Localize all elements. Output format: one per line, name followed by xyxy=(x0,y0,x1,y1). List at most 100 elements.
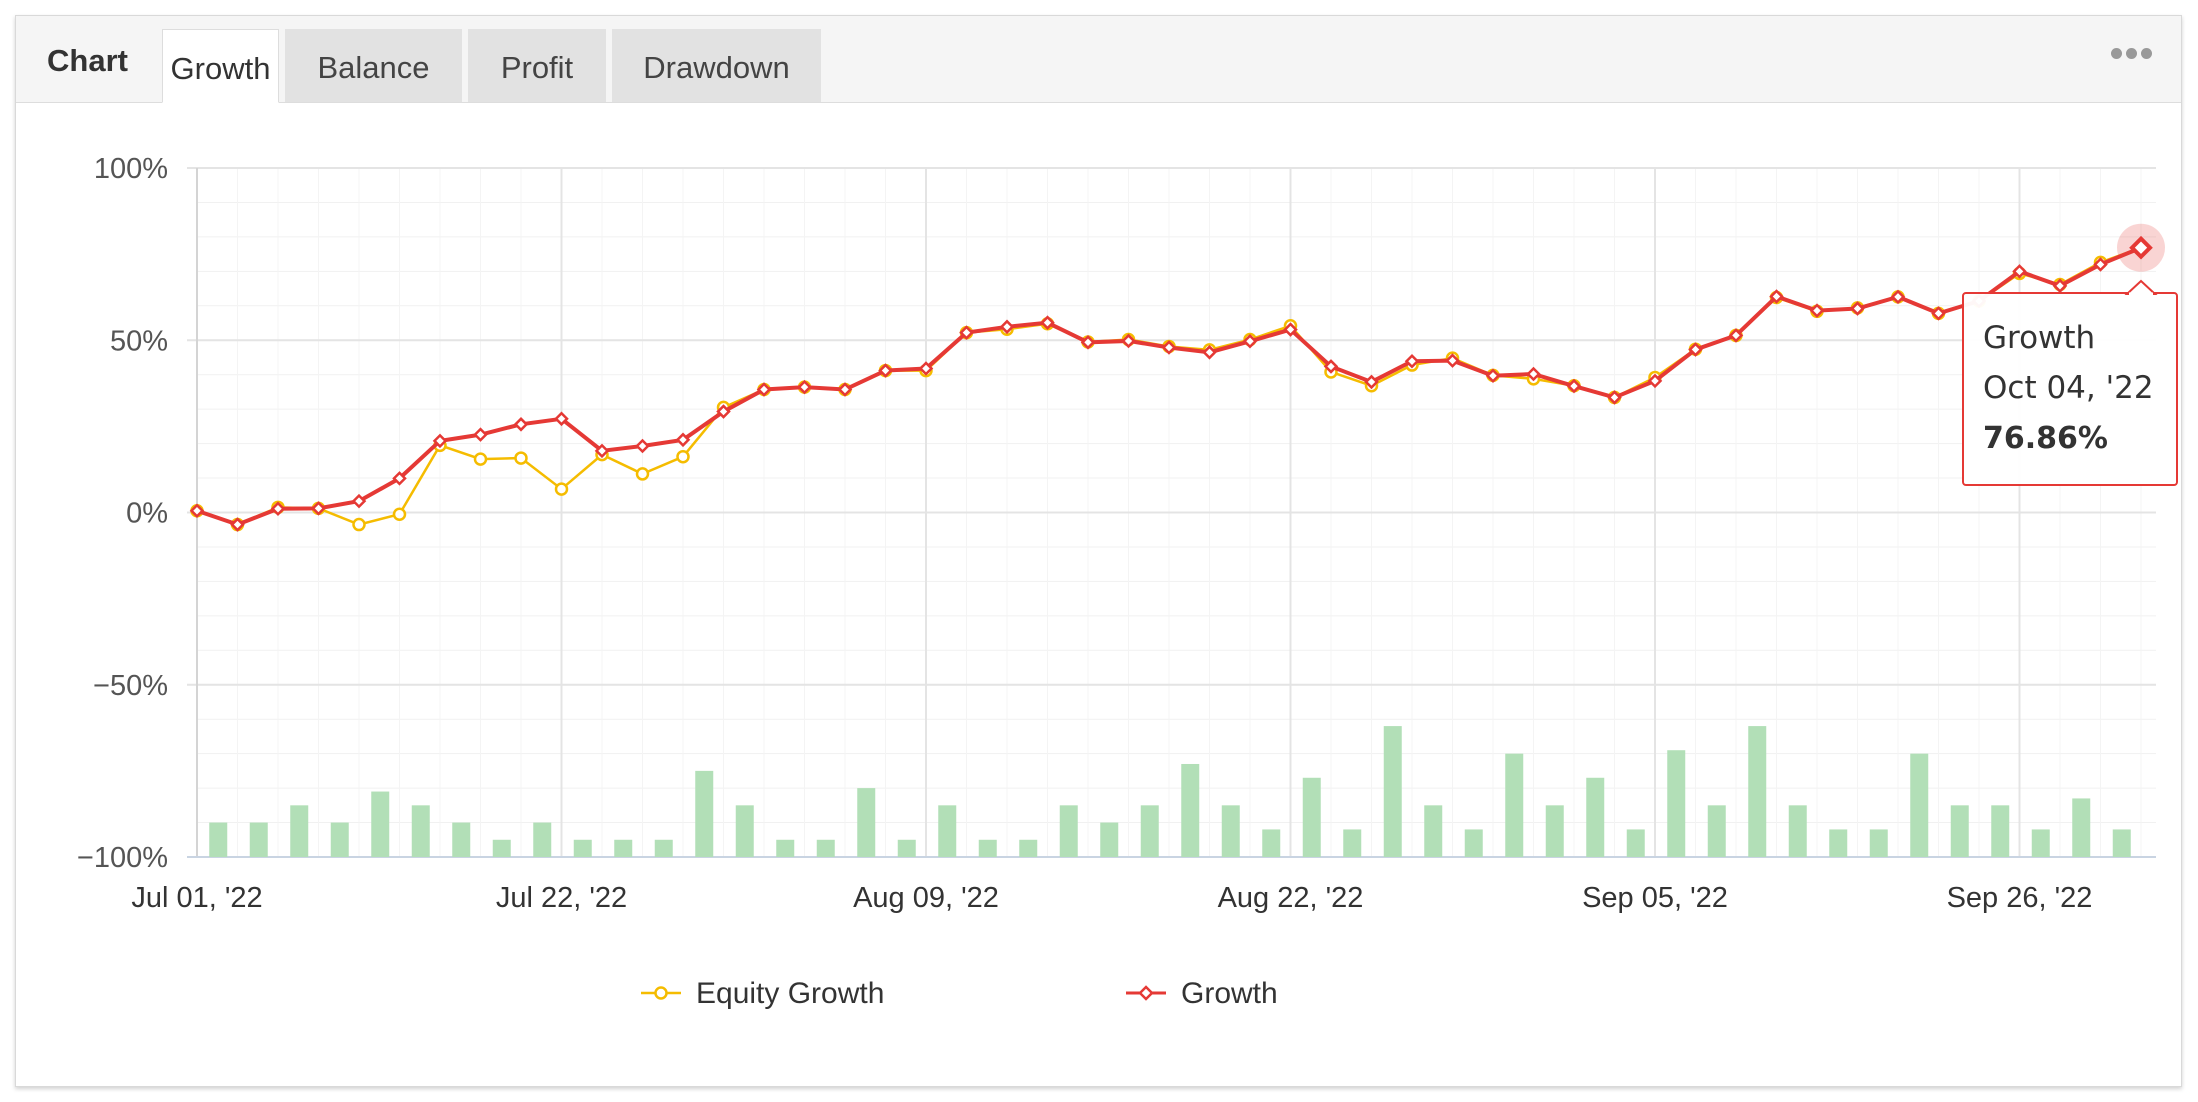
growth-series xyxy=(189,223,2165,532)
growth-point xyxy=(392,471,407,486)
growth-point xyxy=(1323,359,1339,374)
growth-point xyxy=(675,432,691,448)
tab-balance[interactable]: Balance xyxy=(285,29,462,102)
x-tick-label: Sep 26, '22 xyxy=(1947,882,2093,914)
volume-bar xyxy=(735,805,754,857)
growth-point xyxy=(1769,289,1784,304)
growth-point xyxy=(797,379,812,395)
growth-point xyxy=(1080,335,1096,350)
volume-bar xyxy=(1950,805,1969,857)
growth-point xyxy=(1607,390,1622,405)
growth-point xyxy=(2093,257,2108,272)
volume-bar xyxy=(1505,753,1524,857)
growth-point xyxy=(1647,373,1663,389)
volume-bar xyxy=(1302,777,1321,857)
tooltip-series: Growth xyxy=(1983,320,2095,356)
growth-point xyxy=(189,503,205,519)
growth-point xyxy=(1161,340,1177,355)
growth-point xyxy=(311,501,326,516)
volume-bar xyxy=(249,822,268,857)
legend: Equity Growth Growth xyxy=(641,977,1278,1010)
volume-bar xyxy=(1626,829,1645,857)
chart-panel: 100% 50% 0% −50% −100% Jul 01, '22 Jul 22, '2… xyxy=(15,15,2182,1087)
volume-bar xyxy=(654,839,673,857)
growth-point xyxy=(594,443,610,459)
growth-point xyxy=(432,433,448,449)
volume-bar xyxy=(1140,805,1159,857)
volume-bar xyxy=(1019,839,1038,857)
growth-chart: 100% 50% 0% −50% −100% Jul 01, '22 Jul 22, '2… xyxy=(77,153,2178,1010)
growth-point xyxy=(1566,378,1582,394)
volume-bar xyxy=(209,822,228,857)
volume-bar xyxy=(1343,829,1362,857)
volume-bar xyxy=(1788,805,1807,857)
volume-bar xyxy=(330,822,349,857)
growth-point xyxy=(1040,315,1055,330)
volume-bar xyxy=(533,822,552,857)
growth-point xyxy=(756,382,772,397)
growth-point xyxy=(1242,334,1258,349)
volume-bar xyxy=(1991,805,2010,857)
x-tick-label: Sep 05, '22 xyxy=(1582,882,1728,914)
equity-growth-point xyxy=(392,507,407,521)
legend-equity-label: Equity Growth xyxy=(696,977,884,1010)
growth-point xyxy=(1890,289,1906,305)
growth-point xyxy=(1404,353,1420,369)
volume-bar xyxy=(1424,805,1443,857)
y-tick-label: 0% xyxy=(126,498,168,530)
growth-point xyxy=(2052,278,2068,294)
growth-point xyxy=(1526,366,1541,382)
volume-bar xyxy=(614,839,633,857)
equity-growth-point xyxy=(473,452,488,466)
legend-equity-marker xyxy=(654,986,668,1000)
x-tick-label: Aug 09, '22 xyxy=(853,882,999,914)
tooltip: Growth Oct 04, '22 76.86% xyxy=(1962,279,2178,486)
volume-bar xyxy=(938,805,957,857)
volume-bar xyxy=(290,805,309,857)
volume-bar xyxy=(492,839,511,857)
x-tick-label: Jul 01, '22 xyxy=(131,882,262,914)
volume-bar xyxy=(695,770,714,857)
growth-point xyxy=(270,501,286,516)
volume-bar xyxy=(371,791,390,857)
x-tick-label: Aug 22, '22 xyxy=(1218,882,1364,914)
volume-bar xyxy=(1869,829,1888,857)
growth-point xyxy=(1688,342,1703,357)
volume-bar xyxy=(1100,822,1119,857)
volume-bar xyxy=(2072,798,2091,857)
volume-bar xyxy=(2112,829,2131,857)
volume-bar xyxy=(1262,829,1281,857)
growth-point xyxy=(918,361,934,376)
growth-point xyxy=(473,427,488,442)
volume-bar xyxy=(1181,763,1200,857)
tab-growth[interactable]: Growth xyxy=(162,29,279,103)
y-tick-label: −50% xyxy=(93,670,168,702)
growth-point xyxy=(1445,353,1460,368)
growth-point xyxy=(1850,301,1865,316)
tooltip-pointer xyxy=(2124,279,2158,295)
volume-bar xyxy=(978,839,997,857)
volume-bar xyxy=(857,788,876,857)
growth-point xyxy=(1931,306,1946,321)
y-tick-label: 100% xyxy=(94,153,168,185)
volume-bar xyxy=(1829,829,1848,857)
growth-point xyxy=(513,417,529,432)
growth-point xyxy=(1202,345,1217,360)
more-dots-icon[interactable] xyxy=(2111,46,2159,70)
growth-point xyxy=(1283,322,1298,337)
growth-point xyxy=(1121,333,1136,349)
x-tick-label: Jul 22, '22 xyxy=(496,882,627,914)
volume-bar xyxy=(1586,777,1605,857)
equity-growth-point xyxy=(635,467,650,481)
volume-bars xyxy=(209,726,2131,857)
equity-growth-point xyxy=(514,451,528,465)
volume-bar xyxy=(2031,829,2050,857)
volume-bar xyxy=(573,839,592,857)
legend-growth-label: Growth xyxy=(1181,977,1278,1010)
tab-profit[interactable]: Profit xyxy=(468,29,606,102)
growth-point xyxy=(716,404,731,419)
volume-bar xyxy=(1221,805,1240,857)
tab-drawdown[interactable]: Drawdown xyxy=(612,29,821,102)
growth-point xyxy=(1809,303,1825,318)
volume-bar xyxy=(897,839,916,857)
